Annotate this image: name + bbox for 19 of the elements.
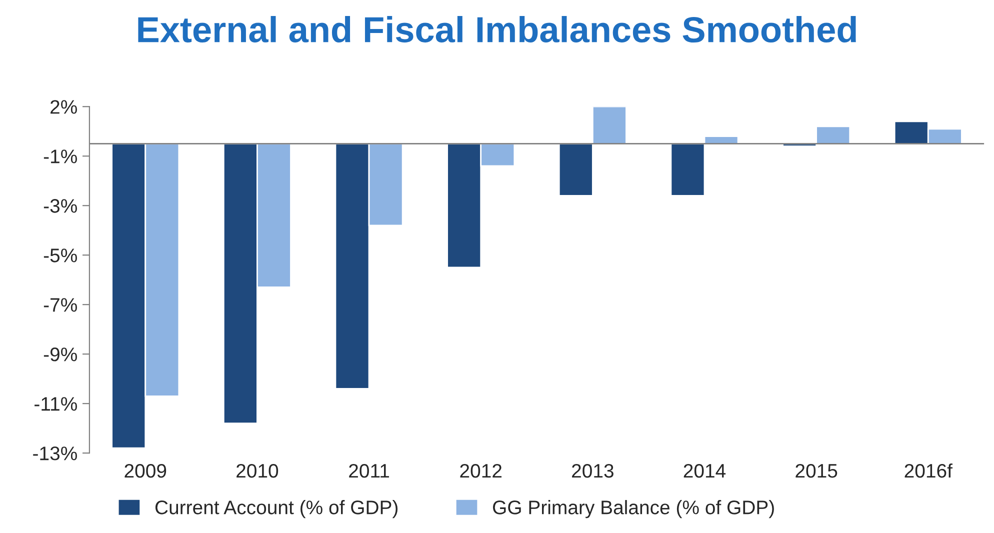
x-tick-label: 2013 xyxy=(572,464,614,478)
chart-title: External and Fiscal Imbalances Smoothed xyxy=(138,16,856,43)
x-tick-label: 2014 xyxy=(684,464,726,478)
y-tick-label: -9% xyxy=(44,348,77,362)
x-tick-label: 2012 xyxy=(460,464,502,478)
y-tick-label: -1% xyxy=(44,150,77,164)
y-tick-label: -13% xyxy=(33,446,77,460)
y-tick-label: 2% xyxy=(50,100,77,114)
x-tick-label: 2010 xyxy=(236,464,278,478)
x-tick-label: 2016f xyxy=(904,463,953,478)
x-tick-label: 2011 xyxy=(349,464,389,478)
y-tick-label: -7% xyxy=(44,298,77,312)
legend-label: GG Primary Balance (% of GDP) xyxy=(493,500,774,518)
legend-label: Current Account (% of GDP) xyxy=(155,500,398,518)
x-tick-label: 2009 xyxy=(124,464,166,478)
x-tick-label: 2015 xyxy=(796,464,838,478)
y-tick-label: -5% xyxy=(44,248,77,262)
y-tick-label: -11% xyxy=(34,397,77,411)
y-tick-label: -3% xyxy=(44,199,77,213)
